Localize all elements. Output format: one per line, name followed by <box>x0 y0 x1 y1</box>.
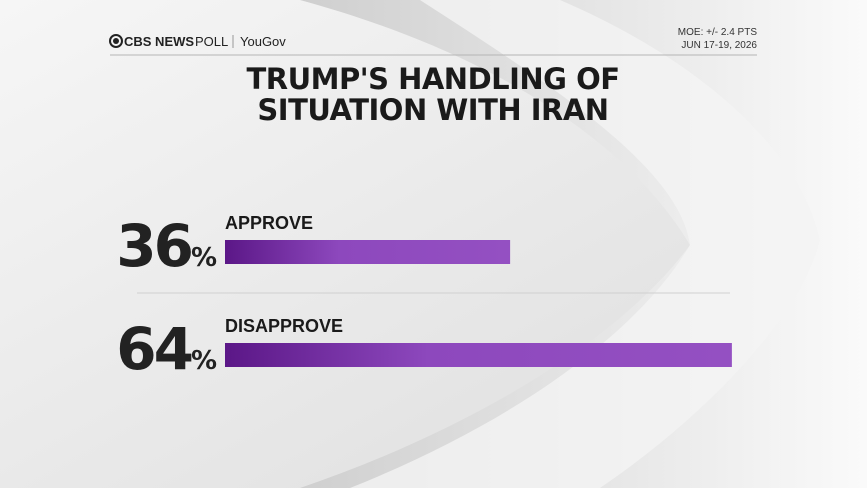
chart-title: TRUMP'S HANDLING OF SITUATION WITH IRAN <box>246 62 620 127</box>
cbs-eye <box>109 34 123 48</box>
category-label: APPROVE <box>225 213 313 233</box>
value-label: 64% <box>116 315 217 383</box>
brand-suffix: POLL <box>195 34 228 49</box>
bar <box>225 240 511 264</box>
brand: CBS NEWS <box>124 34 194 49</box>
category-label: DISAPPROVE <box>225 316 343 336</box>
cbs-eye-pupil <box>113 38 119 44</box>
bar <box>225 343 732 367</box>
note: JUN 17-19, 2026 <box>681 40 757 51</box>
note: MOE: +/- 2.4 PTS <box>678 27 758 38</box>
partner: YouGov <box>240 34 286 49</box>
value-label: 36% <box>116 212 217 280</box>
